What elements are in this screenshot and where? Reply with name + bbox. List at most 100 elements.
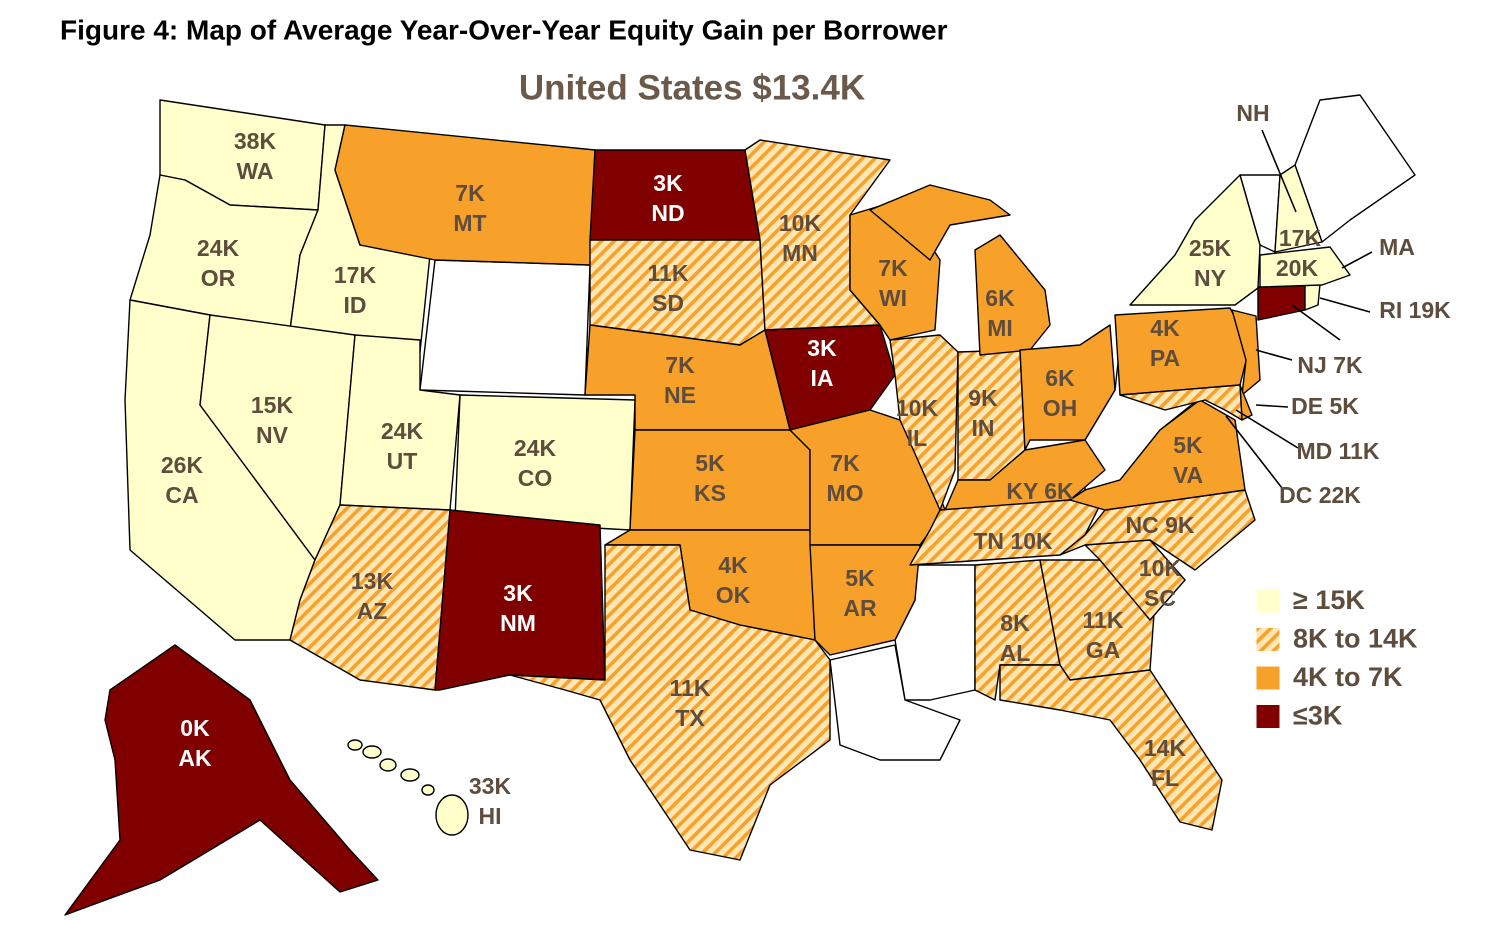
callout-line <box>1291 304 1341 341</box>
state-value: 6K <box>985 285 1015 311</box>
state-value: 7K <box>878 255 908 281</box>
state-value: 20K <box>1276 255 1319 281</box>
state-abbr: PA <box>1150 345 1180 371</box>
state-value: 0K <box>180 715 210 741</box>
state-abbr: MT <box>453 210 486 236</box>
state-abbr: RI <box>1379 297 1402 323</box>
state-abbr: GA <box>1086 637 1121 663</box>
state-value: 3K <box>807 335 837 361</box>
state-shape <box>347 739 363 751</box>
callout-line <box>1235 409 1299 449</box>
state-abbr: CO <box>518 465 553 491</box>
state-value: 8K <box>1000 610 1030 636</box>
state-abbr: WA <box>236 158 273 184</box>
state-shape <box>869 184 1011 261</box>
state-abbr: NE <box>664 382 696 408</box>
state-shape <box>1257 283 1306 321</box>
state-shape <box>1019 324 1116 451</box>
state-value: 6K <box>1044 478 1074 504</box>
state-value: 19K <box>1409 297 1452 323</box>
state-value: 11K <box>670 675 711 701</box>
state-abbr: ID <box>344 292 367 318</box>
state-label: NJ 7K <box>1297 352 1363 378</box>
state-abbr: NY <box>1194 265 1226 291</box>
state-value: 33K <box>469 773 512 799</box>
state-shape <box>829 644 961 761</box>
state-value: 24K <box>197 235 240 261</box>
state-label: TN 10K <box>973 528 1053 554</box>
state-abbr: FL <box>1151 765 1179 791</box>
state-value: 17K <box>1279 225 1322 251</box>
state-shape <box>1114 307 1251 396</box>
state-shape <box>809 544 921 656</box>
legend-swatch <box>1255 627 1281 652</box>
state-shape <box>509 544 831 861</box>
callout-line <box>1319 297 1371 313</box>
state-shape <box>379 758 397 772</box>
state-abbr: CT <box>1343 329 1374 355</box>
state-value: 3K <box>653 170 683 196</box>
state-shape <box>889 334 959 511</box>
state-abbr: NJ <box>1297 352 1326 378</box>
state-value: 24K <box>514 435 557 461</box>
state-value: 11K <box>1083 607 1124 633</box>
state-shape <box>1274 164 1323 253</box>
state-value: 10K <box>1139 555 1182 581</box>
legend-swatch <box>1255 588 1281 614</box>
state-abbr: KS <box>694 480 726 506</box>
state-abbr: MA <box>1379 234 1415 260</box>
state-shape <box>1119 384 1243 421</box>
state-abbr: VA <box>1173 462 1203 488</box>
legend-label: 8K to 14K <box>1293 624 1418 654</box>
state-value: 11K <box>648 260 689 286</box>
state-abbr: OK <box>716 582 751 608</box>
state-abbr: WI <box>879 285 907 311</box>
state-shape <box>421 784 435 796</box>
state-abbr: OR <box>201 265 236 291</box>
callouts <box>1225 129 1373 489</box>
state-value: 10K <box>779 210 822 236</box>
legend-label: ≥ 15K <box>1293 585 1365 615</box>
state-value: 10K <box>896 395 939 421</box>
state-value: 22K <box>1319 482 1362 508</box>
state-shape <box>435 794 469 836</box>
state-value: 24K <box>381 418 424 444</box>
state-shape <box>1069 399 1246 511</box>
state-shape <box>419 259 591 396</box>
legend-label: 4K to 7K <box>1293 662 1403 692</box>
state-labels: 38K WA 24K OR 17K ID 7K MT 3K ND 11K SD 7K NE 26K CA 15K… <box>161 100 1451 829</box>
state-abbr: KY <box>1006 478 1038 504</box>
state-abbr: HI <box>479 803 502 829</box>
state-shape <box>764 324 896 431</box>
state-abbr: NC <box>1125 512 1158 538</box>
states <box>64 94 1416 916</box>
state-shape <box>454 394 636 531</box>
state-shape <box>1129 174 1261 306</box>
state-label: CT 3K <box>1343 329 1410 355</box>
state-value: 7K <box>665 352 695 378</box>
state-abbr: UT <box>387 448 418 474</box>
state-abbr: IL <box>907 425 927 451</box>
callout-line <box>1341 251 1373 269</box>
state-abbr: AZ <box>357 598 388 624</box>
state-shape <box>1259 246 1351 288</box>
state-abbr: MI <box>987 315 1013 341</box>
state-abbr: NV <box>256 422 289 448</box>
state-value: 38K <box>234 128 277 154</box>
state-value: 5K <box>1329 393 1359 419</box>
state-value: 5K <box>695 450 725 476</box>
state-value: 6K <box>1045 365 1075 391</box>
state-abbr: AK <box>178 745 212 771</box>
state-value: 4K <box>1150 315 1180 341</box>
state-value: 5K <box>845 565 875 591</box>
callout-line <box>1255 349 1293 361</box>
state-abbr: AR <box>843 595 877 621</box>
state-value: 9K <box>1165 512 1195 538</box>
state-abbr: SD <box>652 290 684 316</box>
state-label: DE 5K <box>1291 393 1359 419</box>
state-abbr: SC <box>1144 585 1176 611</box>
callout-line <box>1225 415 1283 489</box>
state-abbr: IA <box>811 365 834 391</box>
